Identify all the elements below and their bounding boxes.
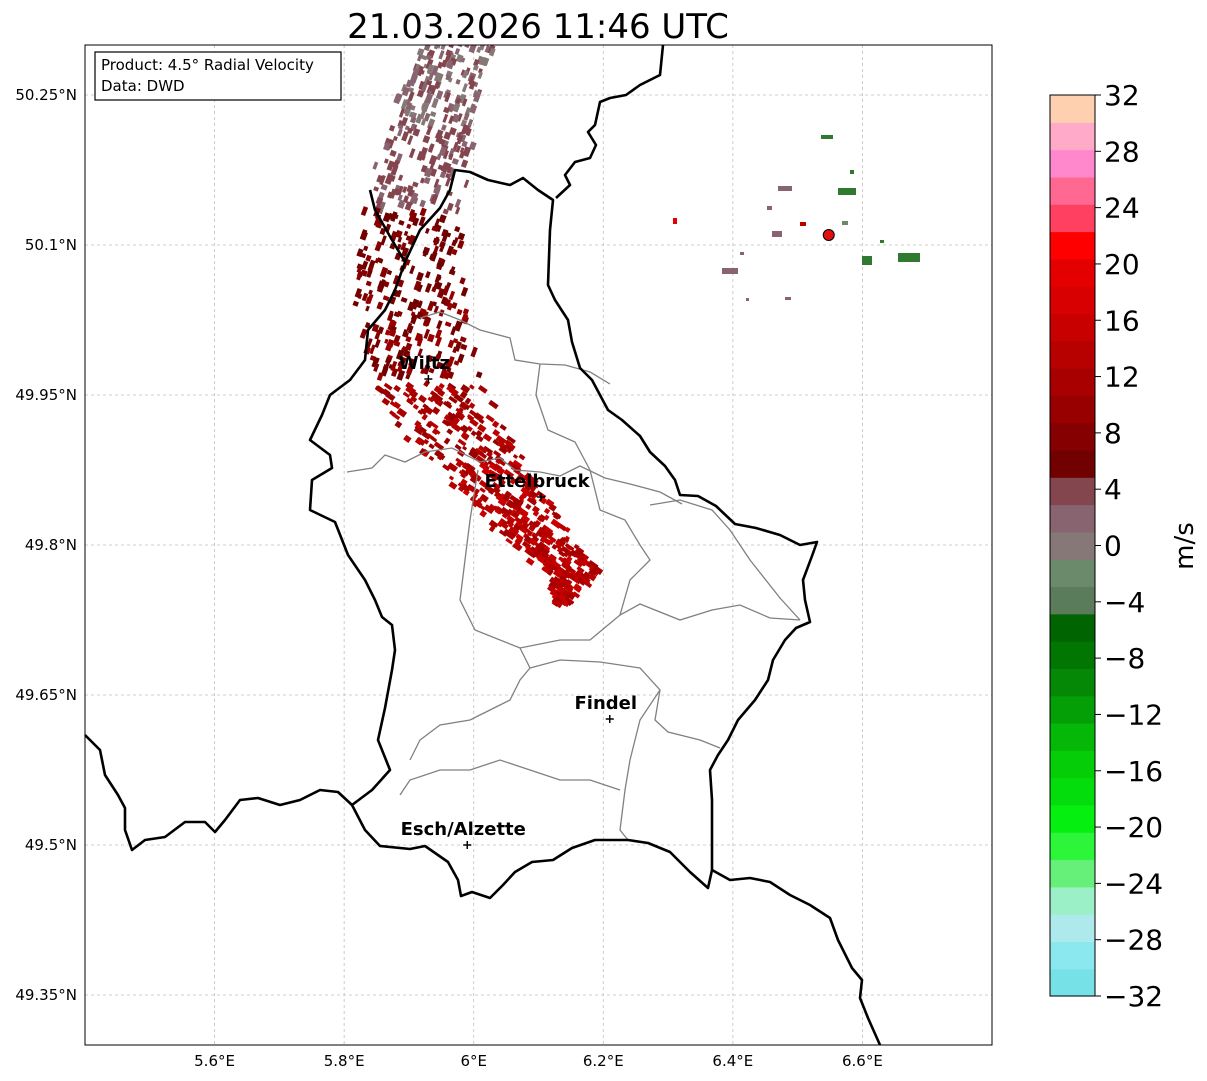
- city-label: Findel: [574, 693, 637, 714]
- colorbar-swatch: [1050, 95, 1095, 123]
- map-area: Wiltz Ettelbruck Findel Esch/Alzette: [84, 44, 993, 1046]
- colorbar-swatch: [1050, 559, 1095, 588]
- lon-tick-label: 6.4°E: [712, 1052, 753, 1070]
- colorbar-swatch: [1050, 668, 1095, 697]
- lat-tick-label: 49.95°N: [15, 386, 77, 404]
- city-findel: Findel: [574, 693, 637, 723]
- lat-tick-label: 50.25°N: [15, 86, 77, 104]
- colorbar-tick-label: −32: [1104, 980, 1163, 1013]
- city-wiltz: Wiltz: [399, 353, 450, 383]
- colorbar-swatch: [1050, 777, 1095, 806]
- colorbar-swatch: [1050, 258, 1095, 287]
- info-product: Product: 4.5° Radial Velocity: [101, 56, 314, 74]
- colorbar-swatch: [1050, 641, 1095, 669]
- colorbar-swatch: [1050, 395, 1095, 424]
- lat-tick-label: 49.5°N: [25, 836, 77, 854]
- colorbar-swatch: [1050, 832, 1095, 861]
- colorbar-swatch: [1050, 204, 1095, 233]
- colorbar-tick-label: 16: [1104, 304, 1140, 337]
- luxembourg-border: [308, 168, 819, 900]
- city-ettelbruck: Ettelbruck: [485, 471, 591, 501]
- colorbar-tick-label: 32: [1104, 79, 1140, 112]
- colorbar-swatch: [1050, 368, 1095, 396]
- colorbar-swatch: [1050, 176, 1095, 205]
- colorbar-swatch: [1050, 722, 1095, 751]
- lat-tick-label: 49.35°N: [15, 986, 77, 1004]
- lon-tick-label: 5.6°E: [194, 1052, 235, 1070]
- lat-tick-label: 50.1°N: [25, 236, 77, 254]
- colorbar-swatch: [1050, 750, 1095, 779]
- colorbar-label: m/s: [1170, 522, 1200, 570]
- lon-tick-label: 6°E: [460, 1052, 487, 1070]
- colorbar-tick-label: 28: [1104, 135, 1140, 168]
- colorbar-tick-label: −24: [1104, 867, 1163, 900]
- national-borders: [84, 44, 882, 1046]
- lon-tick-label: 6.2°E: [583, 1052, 624, 1070]
- lat-tick-label: 49.65°N: [15, 686, 77, 704]
- colorbar-tick-label: −16: [1104, 755, 1163, 788]
- colorbar-swatch: [1050, 586, 1095, 615]
- colorbar-tick-label: −28: [1104, 924, 1163, 957]
- colorbar-tick-label: 12: [1104, 361, 1140, 394]
- map-frame: [84, 44, 993, 1046]
- colorbar-swatch: [1050, 914, 1095, 942]
- lat-tick-label: 49.8°N: [25, 536, 77, 554]
- france-belgium-border-west: [84, 734, 353, 852]
- colorbar-swatch: [1050, 613, 1095, 642]
- colorbar-tick-label: 20: [1104, 248, 1140, 281]
- colorbar-swatch: [1050, 449, 1095, 478]
- belgium-border-north: [368, 189, 407, 263]
- colorbar-swatch: [1050, 477, 1095, 506]
- canton-boundaries: [346, 311, 801, 841]
- colorbar-swatch: [1050, 804, 1095, 833]
- info-box: Product: 4.5° Radial Velocity Data: DWD: [94, 51, 342, 101]
- city-markers: Wiltz Ettelbruck Findel Esch/Alzette: [399, 353, 637, 849]
- axis-tick-labels: 5.6°E 5.8°E 6°E 6.2°E 6.4°E 6.6°E 50.25°N 50.1°…: [15, 86, 883, 1070]
- city-eschalzette: Esch/Alzette: [401, 819, 526, 849]
- colorbar-tick-label: −20: [1104, 811, 1163, 844]
- radar-echo-swath: [352, 45, 604, 609]
- colorbar-tick-label: −12: [1104, 698, 1163, 731]
- clutter-echoes: [673, 135, 920, 301]
- colorbar-tick-label: −4: [1104, 586, 1145, 619]
- colorbar-swatch: [1050, 695, 1095, 724]
- colorbar-swatches: [1050, 95, 1095, 997]
- colorbar-swatch: [1050, 340, 1095, 369]
- colorbar-tick-label: 0: [1104, 530, 1122, 563]
- france-germany-border-south: [711, 868, 882, 1046]
- colorbar-swatch: [1050, 231, 1095, 260]
- colorbar-swatch: [1050, 422, 1095, 451]
- colorbar-tick-label: −8: [1104, 642, 1145, 675]
- colorbar-swatch: [1050, 504, 1095, 533]
- colorbar-swatch: [1050, 531, 1095, 560]
- city-label: Ettelbruck: [485, 471, 591, 492]
- lon-tick-label: 6.6°E: [842, 1052, 883, 1070]
- colorbar-swatch: [1050, 149, 1095, 178]
- colorbar-tick-label: 8: [1104, 417, 1122, 450]
- colorbar-swatch: [1050, 122, 1095, 151]
- colorbar-swatch: [1050, 886, 1095, 915]
- colorbar-tick-label: 24: [1104, 192, 1140, 225]
- info-data-source: Data: DWD: [101, 77, 185, 95]
- colorbar-swatch: [1050, 286, 1095, 315]
- radar-site-marker: [822, 229, 835, 241]
- colorbar-tick-label: 4: [1104, 473, 1122, 506]
- colorbar-swatch: [1050, 968, 1095, 997]
- colorbar-ticks: −32 −28 −24 −20 −16 −12 −8 −4 0 4 8 12 16 20 24 28 32: [1095, 79, 1163, 1013]
- city-label: Wiltz: [399, 353, 450, 374]
- lon-tick-label: 5.8°E: [324, 1052, 365, 1070]
- germany-border: [555, 44, 665, 199]
- figure-title: 21.03.2026 11:46 UTC: [347, 7, 729, 47]
- colorbar-swatch: [1050, 859, 1095, 888]
- city-label: Esch/Alzette: [401, 819, 526, 840]
- colorbar: −32 −28 −24 −20 −16 −12 −8 −4 0 4 8 12 16 20 24 28 32 m/…: [1049, 79, 1200, 1013]
- colorbar-swatch: [1050, 313, 1095, 342]
- colorbar-swatch: [1050, 941, 1095, 970]
